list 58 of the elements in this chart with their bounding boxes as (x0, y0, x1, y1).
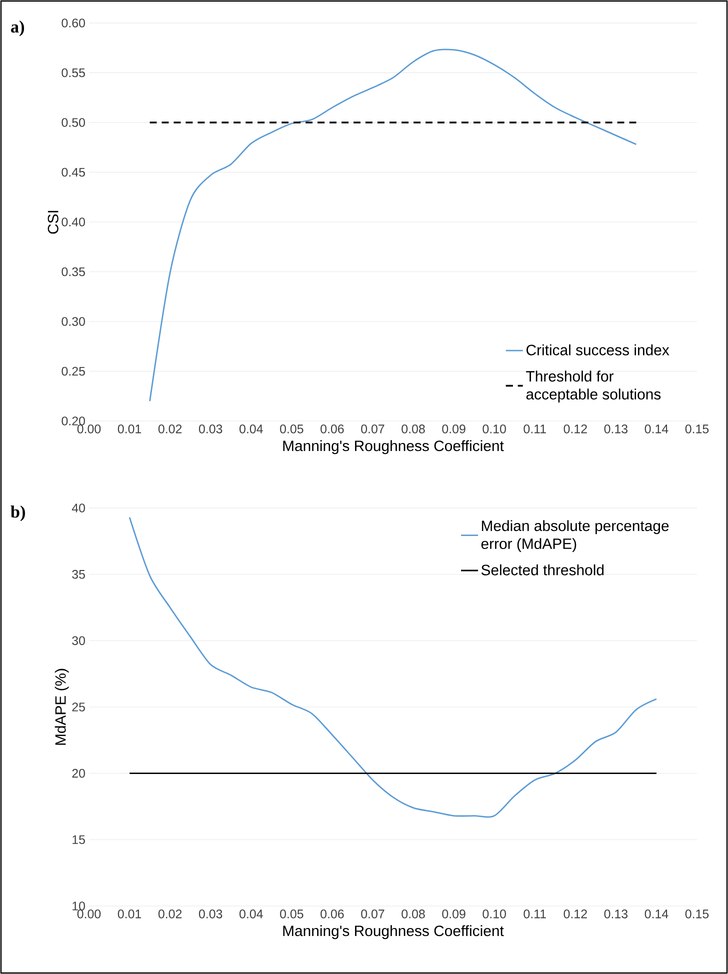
x-tick-label: 0.02 (158, 424, 182, 434)
x-tick-label: 0.15 (685, 424, 709, 434)
y-tick-label: 0.20 (62, 416, 85, 426)
y-tick-label: 0.60 (62, 18, 85, 28)
x-tick-label: 0.02 (158, 910, 182, 918)
y-tick-label: 20 (72, 768, 85, 778)
x-tick-label: 0.07 (361, 910, 384, 918)
x-tick-label: 0.11 (524, 910, 546, 918)
y-tick-label: 25 (72, 702, 85, 712)
legend-label: Critical success index (526, 344, 670, 356)
x-tick-label: 0.09 (442, 910, 466, 918)
y-tick-label: 0.40 (62, 218, 85, 226)
y-tick-label: 0.25 (62, 366, 85, 376)
x-tick-label: 0.09 (442, 424, 466, 434)
x-tick-label: 0.06 (320, 424, 344, 434)
x-tick-label: 0.08 (402, 910, 425, 918)
x-tick-label: 0.10 (482, 424, 506, 434)
y-tick-label: 35 (72, 570, 85, 579)
y-tick-label: 0.50 (62, 118, 85, 127)
y-tick-label: 0.30 (62, 317, 85, 326)
x-tick-label: 0.04 (240, 424, 263, 434)
x-tick-label: 0.01 (118, 910, 142, 918)
x-tick-label: 0.08 (402, 424, 425, 434)
x-tick-label: 0.14 (644, 424, 668, 434)
y-axis-title: MdAPE (%) (54, 668, 69, 745)
y-tick-label: 30 (72, 636, 85, 646)
y-tick-label: 0.55 (62, 68, 85, 78)
x-tick-label: 0.06 (320, 910, 344, 918)
x-tick-label: 0.01 (118, 424, 142, 434)
chart-title: a) (11, 20, 24, 36)
x-tick-label: 0.07 (361, 424, 384, 434)
y-tick-label: 0.45 (62, 168, 85, 177)
x-tick-label: 0.03 (198, 424, 222, 434)
y-tick-label: 0.35 (62, 267, 85, 276)
x-tick-label: 0.13 (604, 910, 628, 918)
x-tick-label: 0.00 (77, 910, 101, 918)
x-tick-label: 0.04 (240, 910, 263, 918)
legend-label: Threshold for acceptable solutions (526, 370, 661, 402)
y-tick-label: 15 (72, 835, 85, 844)
x-tick-label: 0.00 (77, 424, 101, 434)
x-tick-label: 0.10 (482, 910, 506, 918)
y-tick-label: 10 (72, 902, 85, 910)
y-axis-title: CSI (48, 210, 58, 234)
x-tick-label: 0.13 (604, 424, 628, 434)
legend-label: Median absolute percentage error (MdAPE) (481, 520, 669, 552)
x-tick-label: 0.05 (280, 910, 304, 918)
x-tick-label: 0.11 (524, 424, 546, 434)
y-tick-label: 40 (72, 504, 85, 512)
x-tick-label: 0.03 (198, 910, 222, 918)
x-tick-label: 0.14 (644, 910, 668, 918)
x-axis-title: Manning's Roughness Coefficient (283, 440, 504, 454)
legend-label: Selected threshold (481, 564, 604, 576)
x-tick-label: 0.12 (564, 910, 587, 918)
chart-title: b) (10, 506, 25, 522)
x-tick-label: 0.12 (564, 424, 587, 434)
x-axis-title: Manning's Roughness Coefficient (283, 925, 504, 940)
x-tick-label: 0.15 (685, 910, 709, 918)
x-tick-label: 0.05 (280, 424, 304, 434)
